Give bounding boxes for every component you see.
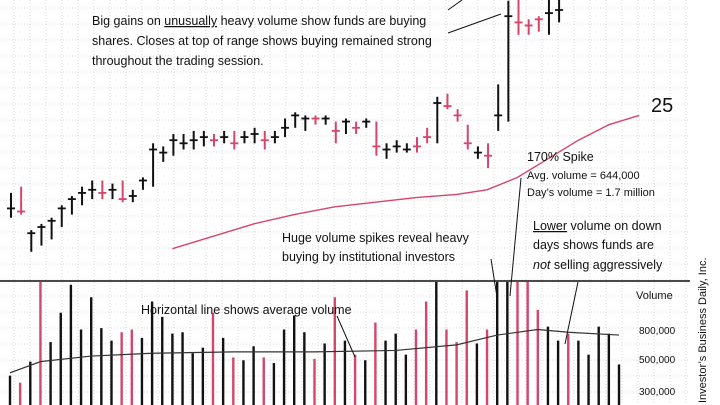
annotation-spike-avg: Avg. volume = 644,000 [527,170,640,182]
annotation-spike-title: 170% Spike [527,150,594,164]
pointer-spike-2 [509,177,522,297]
annotation-lower-line2: days shows funds are [533,238,654,252]
average-lines [9,114,640,374]
pointer-top-right [447,13,502,34]
annotation-big-gains-line1: Big gains on unusually heavy volume show… [92,14,426,28]
price-moving-average-line [172,114,640,250]
volume-tick-label-800000: 800,000 [639,326,676,337]
pointer-lower-volume [564,281,579,345]
pointer-average-line [336,315,356,358]
volume-tick-label-500000: 500,000 [639,355,676,366]
annotation-huge-line1: Huge volume spikes reveal heavy [282,231,470,245]
annotation-average-volume: Horizontal line shows average volume [141,303,352,317]
credit-text: Investor’s Business Daily, Inc. [697,257,709,403]
annotation-lower-line1: Lower volume on down [533,219,662,233]
annotation-big-gains-line2: shares. Closes at top of range shows buy… [92,34,432,48]
annotation-big-gains-line3: throughout the trading session. [92,54,264,68]
annotation-pointers [336,0,579,358]
volume-tick-label-300000: 300,000 [639,387,676,398]
price-tick-label-25: 25 [651,95,673,117]
annotation-huge-line2: buying by institutional investors [282,250,455,264]
pointer-spike-1 [490,258,498,298]
volume-axis-label: Volume [636,290,673,302]
volume-bars [8,282,621,405]
annotation-spike-day: Day’s volume = 1.7 million [527,187,655,199]
annotation-lower-line3: not selling aggressively [533,258,663,272]
price-bars [7,0,564,252]
average-volume-line [9,328,620,374]
pointer-top-left [447,0,463,11]
